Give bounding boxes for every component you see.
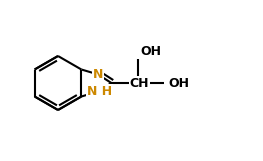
Text: CH: CH [130, 76, 149, 90]
Text: OH: OH [140, 45, 161, 58]
Text: OH: OH [168, 76, 189, 90]
Text: N: N [93, 68, 103, 81]
Text: N H: N H [87, 85, 113, 98]
